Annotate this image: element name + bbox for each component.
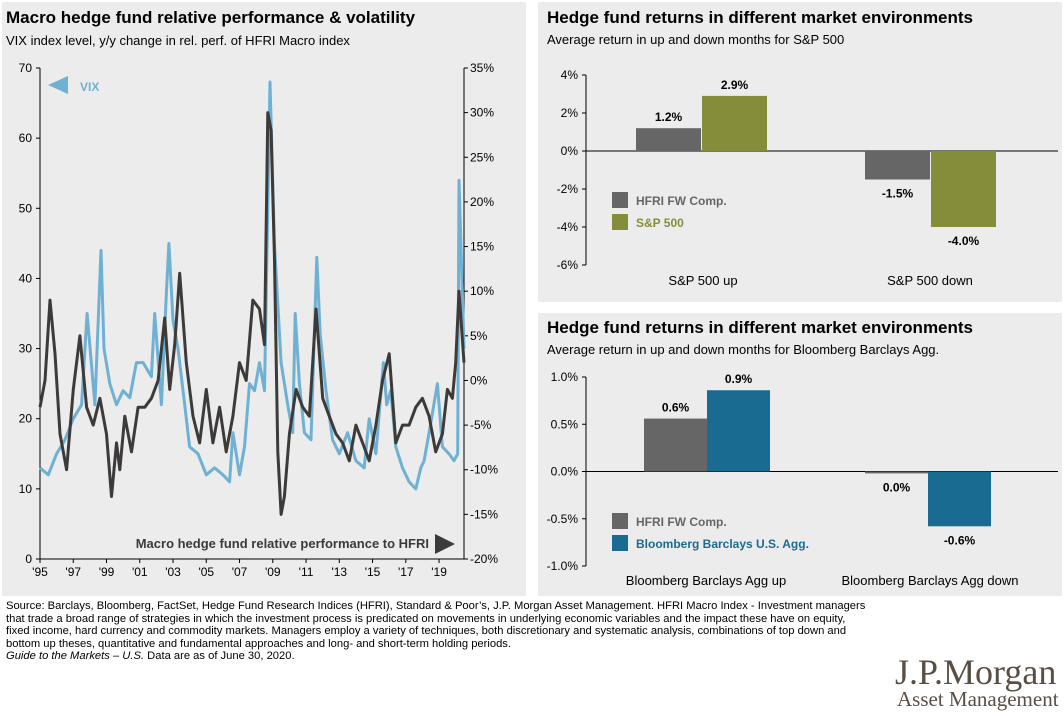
bar-data-label: 0.9% [725, 372, 753, 386]
bar [865, 471, 928, 474]
left-y-tick-label: 30 [19, 342, 33, 356]
bar-y-tick-label: -0.5% [547, 512, 579, 526]
bar [931, 151, 996, 227]
x-tick-label: '19 [431, 565, 447, 579]
x-tick-label: '09 [265, 565, 281, 579]
bar-category-label: Bloomberg Barclays Agg up [626, 573, 786, 588]
sp500-bar-panel: Hedge fund returns in different market e… [538, 2, 1062, 302]
agg-bar-panel: Hedge fund returns in different market e… [538, 313, 1062, 596]
macro-relative-performance-label: Macro hedge fund relative performance to… [136, 536, 429, 551]
x-tick-label: '01 [132, 565, 148, 579]
legend-swatch [612, 214, 628, 230]
bar-y-tick-label: 4% [561, 68, 579, 82]
guide-to-markets-label: Guide to the Markets – U.S. [6, 650, 145, 663]
agg-chart-subtitle: Average return in up and down months for… [547, 342, 940, 357]
x-tick-label: '11 [299, 565, 314, 579]
legend-swatch [612, 535, 628, 551]
x-tick-label: '99 [99, 565, 115, 579]
legend-label: HFRI FW Comp. [636, 194, 727, 208]
x-tick-label: '97 [65, 565, 81, 579]
right-y-tick-label: 20% [470, 195, 494, 209]
bar-data-label: -0.6% [944, 533, 976, 547]
left-y-tick-label: 0 [25, 552, 32, 566]
bar-category-label: S&P 500 up [668, 273, 737, 288]
bar-data-label: 1.2% [655, 110, 683, 124]
x-tick-label: '95 [32, 565, 48, 579]
sp500-chart-subtitle: Average return in up and down months for… [547, 32, 845, 47]
macro-series-line [38, 111, 466, 516]
left-y-tick-label: 50 [19, 201, 33, 215]
sp500-chart-title: Hedge fund returns in different market e… [547, 8, 974, 27]
right-y-tick-label: -10% [470, 463, 498, 477]
legend-swatch [612, 192, 628, 208]
x-tick-label: '05 [198, 565, 214, 579]
source-footnote: Source: Barclays, Bloomberg, FactSet, He… [6, 600, 866, 663]
macro-vix-line-chart: 0 10 20 30 40 50 60 70 -20% -15% -10% -5% 0% 5% 10% 15%… [19, 61, 499, 579]
bar [702, 95, 767, 151]
vix-label: VIX [80, 80, 99, 94]
bar-category-label: Bloomberg Barclays Agg down [841, 573, 1018, 588]
right-y-tick-label: 30% [470, 106, 494, 120]
bar-y-tick-label: -4% [557, 220, 579, 234]
left-y-tick-label: 20 [19, 412, 33, 426]
bar-data-label: 0.0% [883, 480, 911, 494]
bar-data-label: -4.0% [948, 234, 980, 248]
left-y-tick-label: 70 [19, 61, 33, 75]
jpmorgan-logo: J.P.Morgan Asset Management [893, 651, 1061, 713]
right-y-tick-label: -15% [470, 507, 498, 521]
bar-y-tick-label: 0.5% [551, 417, 579, 431]
bar-category-label: S&P 500 down [887, 273, 973, 288]
right-y-tick-label: -5% [470, 418, 492, 432]
x-tick-label: '07 [232, 565, 248, 579]
legend-label: S&P 500 [636, 216, 684, 230]
left-y-tick-label: 10 [19, 482, 33, 496]
vix-arrow-icon [48, 76, 68, 94]
footnote-text: Source: Barclays, Bloomberg, FactSet, He… [6, 600, 866, 650]
agg-bar-chart: 1.0% 0.5% 0.0% -0.5% -1.0% 0.6% 0.9% Bloomberg … [547, 370, 1058, 588]
legend-swatch [612, 513, 628, 529]
bar-data-label: 2.9% [721, 78, 749, 92]
macro-chart-subtitle: VIX index level, y/y change in rel. perf… [6, 33, 350, 48]
x-tick-label: '17 [398, 565, 414, 579]
x-tick-label: '13 [331, 565, 347, 579]
agg-chart-title: Hedge fund returns in different market e… [547, 318, 974, 337]
x-tick-label: '03 [165, 565, 181, 579]
x-tick-label: '15 [365, 565, 381, 579]
macro-chart-title: Macro hedge fund relative performance & … [6, 8, 416, 27]
legend-label: Bloomberg Barclays U.S. Agg. [636, 537, 809, 551]
bar-data-label: -1.5% [882, 187, 914, 201]
logo-wordmark: J.P.Morgan [895, 652, 1057, 692]
right-y-tick-label: 5% [470, 329, 488, 343]
right-y-tick-label: -20% [470, 552, 498, 566]
right-y-tick-label: 35% [470, 61, 494, 75]
logo-subline: Asset Management [897, 687, 1059, 711]
left-y-tick-label: 40 [19, 271, 33, 285]
bar-y-tick-label: -1.0% [547, 559, 579, 573]
bar-y-tick-label: -2% [557, 182, 579, 196]
bar [636, 128, 701, 151]
bar [865, 151, 930, 180]
vix-series-line [39, 80, 466, 491]
macro-arrow-icon [435, 534, 455, 554]
right-y-tick-label: 0% [470, 373, 488, 387]
bar-y-tick-label: -6% [557, 258, 579, 272]
bar [928, 471, 991, 527]
right-y-tick-label: 15% [470, 240, 494, 254]
bar-y-tick-label: 1.0% [551, 370, 579, 384]
bar-y-tick-label: 0% [561, 144, 579, 158]
bar-y-tick-label: 0.0% [551, 465, 579, 479]
right-y-tick-label: 10% [470, 284, 494, 298]
right-y-tick-label: 25% [470, 150, 494, 164]
left-y-tick-label: 60 [19, 131, 33, 145]
bar [644, 418, 707, 472]
data-as-of-text: Data are as of June 30, 2020. [144, 650, 295, 663]
legend-label: HFRI FW Comp. [636, 515, 727, 529]
macro-chart-panel: Macro hedge fund relative performance & … [2, 2, 526, 596]
bar-data-label: 0.6% [662, 401, 690, 415]
bar-y-tick-label: 2% [561, 106, 579, 120]
sp500-bar-chart: 4% 2% 0% -2% -4% -6% 1.2% 2.9% S&P 500 up -1.5% -4… [557, 68, 1058, 288]
bar [707, 390, 770, 472]
